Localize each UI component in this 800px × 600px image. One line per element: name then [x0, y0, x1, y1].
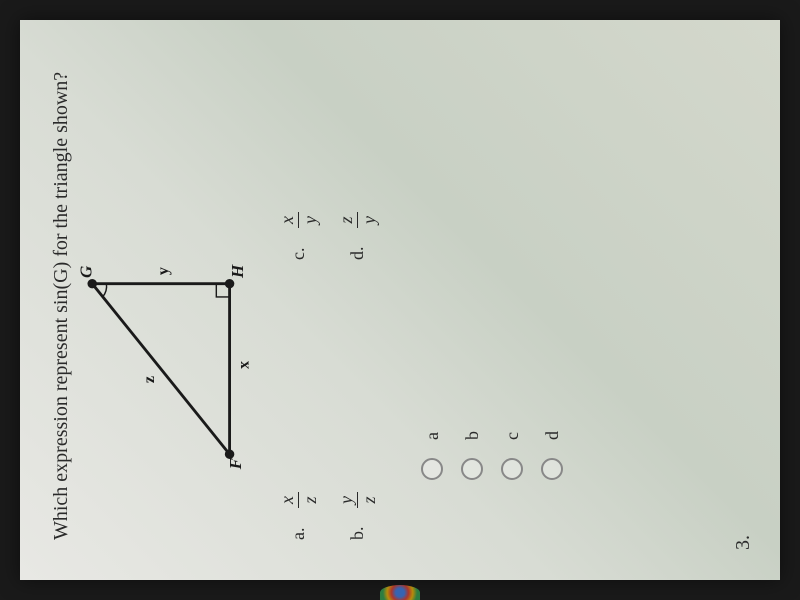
answer-option-a: a. x z — [278, 260, 319, 540]
radio-item-a[interactable]: a — [421, 60, 443, 480]
angle-g-arc — [103, 284, 107, 297]
answer-c-letter: c. — [288, 240, 309, 260]
chrome-icon — [380, 585, 420, 600]
triangle-diagram: G F H z y x — [78, 220, 258, 480]
answer-a-num: x — [278, 492, 299, 508]
vertex-f-label: F — [226, 457, 245, 470]
answer-b-letter: b. — [347, 520, 368, 540]
radio-item-d[interactable]: d — [541, 60, 563, 480]
answer-c-fraction: x y — [278, 212, 319, 228]
answer-b-num: y — [337, 492, 358, 508]
side-x-label: x — [236, 361, 253, 369]
answer-a-letter: a. — [288, 520, 309, 540]
answer-option-d: d. z y — [337, 110, 378, 260]
answer-option-b: b. y z — [337, 260, 378, 540]
answer-d-letter: d. — [347, 240, 368, 260]
side-z — [92, 284, 229, 455]
answer-b-fraction: y z — [337, 492, 378, 508]
vertex-g-dot — [87, 279, 96, 288]
vertex-h-dot — [225, 279, 234, 288]
answer-col-left: a. x z b. y z — [278, 260, 396, 540]
answer-options-row: a. x z b. y z c. x y — [278, 60, 396, 540]
radio-circle-b[interactable] — [461, 458, 483, 480]
answer-c-den: y — [299, 212, 319, 228]
radio-label-a: a — [422, 432, 443, 440]
answer-a-fraction: x z — [278, 492, 319, 508]
answer-d-num: z — [337, 213, 358, 228]
answer-d-fraction: z y — [337, 212, 378, 228]
answer-option-c: c. x y — [278, 110, 319, 260]
radio-item-c[interactable]: c — [501, 60, 523, 480]
answer-d-den: y — [358, 212, 378, 228]
answer-b-den: z — [358, 493, 378, 508]
radio-label-d: d — [542, 431, 563, 440]
answer-c-num: x — [278, 212, 299, 228]
side-z-label: z — [141, 376, 158, 383]
answer-a-den: z — [299, 493, 319, 508]
side-y-label: y — [155, 267, 172, 275]
answer-col-right: c. x y d. z y — [278, 110, 396, 260]
triangle-svg: G F H z y x — [78, 220, 258, 480]
vertex-g-label: G — [78, 265, 95, 278]
question-text: Which expression represent sin(G) for th… — [50, 60, 73, 540]
radio-item-b[interactable]: b — [461, 60, 483, 480]
radio-label-c: c — [502, 432, 523, 440]
radio-circle-c[interactable] — [501, 458, 523, 480]
radio-answer-list: a b c d — [421, 60, 563, 480]
radio-circle-a[interactable] — [421, 458, 443, 480]
vertex-h-label: H — [228, 264, 247, 279]
radio-circle-d[interactable] — [541, 458, 563, 480]
vertex-f-dot — [225, 449, 234, 458]
worksheet-page: Which expression represent sin(G) for th… — [20, 20, 780, 580]
radio-label-b: b — [462, 431, 483, 440]
next-question-number: 3. — [732, 535, 755, 550]
